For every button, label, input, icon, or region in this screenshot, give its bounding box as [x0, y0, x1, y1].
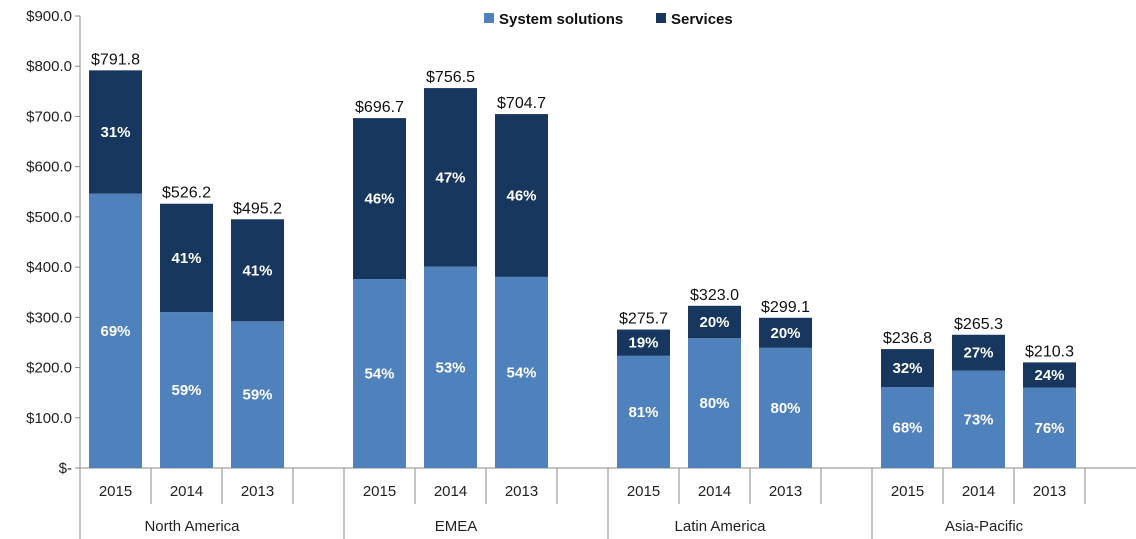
system-pct-label: 53% [435, 359, 465, 376]
bar-system-solutions [688, 338, 741, 468]
year-label: 2013 [241, 483, 274, 500]
services-pct-label: 46% [364, 191, 394, 208]
year-label: 2015 [891, 483, 924, 500]
system-pct-label: 68% [892, 420, 922, 437]
bar-system-solutions [1023, 387, 1076, 468]
bar-system-solutions [353, 279, 406, 468]
services-pct-label: 20% [770, 325, 800, 342]
system-pct-label: 69% [100, 323, 130, 340]
bar-services [688, 305, 741, 339]
bar-system-solutions [424, 266, 477, 468]
bar-services [495, 114, 548, 277]
y-tick-label: $400.0 [26, 259, 72, 276]
bar-system-solutions [160, 312, 213, 468]
bars [89, 70, 1076, 468]
year-label: 2014 [698, 483, 731, 500]
bar-services [881, 349, 934, 388]
region-label: Asia-Pacific [945, 518, 1024, 535]
bar-services [89, 70, 142, 194]
bar-system-solutions [495, 276, 548, 468]
total-label: $495.2 [233, 200, 282, 217]
total-label: $265.3 [954, 316, 1003, 333]
y-tick-label: $600.0 [26, 159, 72, 176]
bar-services [617, 329, 670, 356]
services-pct-label: 19% [628, 335, 658, 352]
services-pct-label: 24% [1034, 367, 1064, 384]
total-label: $236.8 [883, 330, 932, 347]
total-label: $704.7 [497, 95, 546, 112]
services-pct-label: 47% [435, 169, 465, 186]
bar-system-solutions [881, 387, 934, 468]
total-label: $756.5 [426, 69, 475, 86]
bar-services [424, 88, 477, 267]
legend: System solutions Services [484, 11, 733, 28]
system-pct-label: 54% [506, 364, 536, 381]
system-pct-label: 73% [963, 411, 993, 428]
services-pct-label: 31% [100, 124, 130, 141]
data-labels: 69% 31% $791.8 2015 59% 41% $526.2 2014 59% 41% $4… [91, 51, 1074, 535]
system-pct-label: 59% [242, 387, 272, 404]
year-label: 2013 [1033, 483, 1066, 500]
bar-system-solutions [231, 321, 284, 468]
bar-services [759, 317, 812, 348]
bar-system-solutions [952, 370, 1005, 468]
legend-swatch-services [656, 13, 666, 23]
total-label: $791.8 [91, 51, 140, 68]
system-pct-label: 80% [770, 400, 800, 417]
legend-swatch-system-solutions [484, 13, 494, 23]
services-pct-label: 20% [699, 314, 729, 331]
bar-services [160, 203, 213, 313]
services-pct-label: 41% [171, 250, 201, 267]
system-pct-label: 76% [1034, 420, 1064, 437]
legend-label-services: Services [671, 11, 733, 28]
bar-system-solutions [617, 355, 670, 468]
axes: $- $100.0 $200.0 $300.0 $400.0 $500.0 $600.0 $7… [26, 8, 1136, 539]
year-label: 2014 [170, 483, 203, 500]
system-pct-label: 54% [364, 366, 394, 383]
year-label: 2014 [962, 483, 995, 500]
total-label: $323.0 [690, 287, 739, 304]
y-tick-label: $800.0 [26, 58, 72, 75]
bar-system-solutions [89, 193, 142, 468]
total-label: $696.7 [355, 99, 404, 116]
bar-services [952, 334, 1005, 371]
bar-services [353, 118, 406, 280]
region-label: North America [144, 518, 240, 535]
year-label: 2015 [363, 483, 396, 500]
system-pct-label: 81% [628, 404, 658, 421]
region-label: Latin America [675, 518, 767, 535]
y-tick-label: $500.0 [26, 209, 72, 226]
total-label: $299.1 [761, 299, 810, 316]
year-label: 2013 [505, 483, 538, 500]
total-label: $275.7 [619, 311, 668, 328]
year-label: 2015 [99, 483, 132, 500]
system-pct-label: 80% [699, 395, 729, 412]
y-tick-label: $100.0 [26, 410, 72, 427]
legend-label-system-solutions: System solutions [499, 11, 623, 28]
year-label: 2014 [434, 483, 467, 500]
system-pct-label: 59% [171, 382, 201, 399]
services-pct-label: 32% [892, 360, 922, 377]
year-label: 2013 [769, 483, 802, 500]
total-label: $526.2 [162, 185, 211, 202]
y-tick-label: $700.0 [26, 108, 72, 125]
region-label: EMEA [435, 518, 478, 535]
bar-services [231, 219, 284, 322]
bar-services [1023, 362, 1076, 388]
services-pct-label: 41% [242, 262, 272, 279]
year-label: 2015 [627, 483, 660, 500]
total-label: $210.3 [1025, 343, 1074, 360]
y-tick-label: $300.0 [26, 309, 72, 326]
bar-system-solutions [759, 347, 812, 468]
y-tick-label: $200.0 [26, 360, 72, 377]
services-pct-label: 46% [506, 187, 536, 204]
y-tick-label: $900.0 [26, 8, 72, 25]
y-tick-label: $- [59, 460, 72, 477]
services-pct-label: 27% [963, 345, 993, 362]
